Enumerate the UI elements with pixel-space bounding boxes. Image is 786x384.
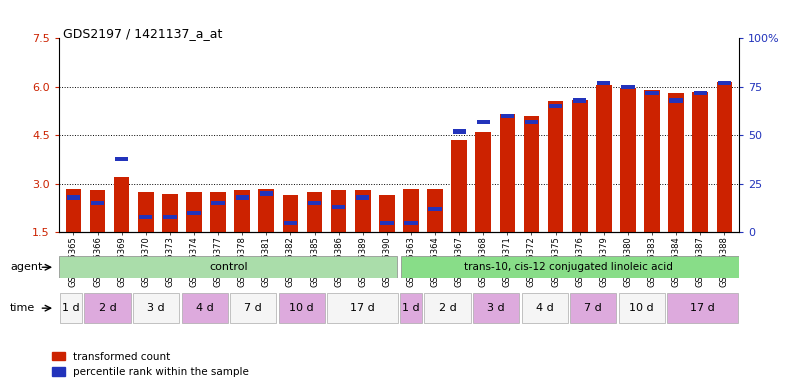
Bar [548, 101, 564, 232]
Bar [282, 195, 298, 232]
Bar [307, 192, 322, 232]
Bar [236, 195, 249, 200]
Bar [549, 104, 562, 108]
Bar [210, 192, 226, 232]
Bar [400, 293, 422, 323]
Text: 17 d: 17 d [350, 303, 375, 313]
Bar [597, 81, 611, 85]
Text: 3 d: 3 d [147, 303, 165, 313]
Bar [403, 189, 419, 232]
Text: 1 d: 1 d [62, 303, 80, 313]
Bar [572, 100, 588, 232]
Text: time: time [10, 303, 35, 313]
Text: 4 d: 4 d [536, 303, 553, 313]
Bar [139, 215, 152, 219]
Bar [284, 220, 297, 225]
Text: 3 d: 3 d [487, 303, 505, 313]
Bar [476, 132, 491, 232]
Text: 1 d: 1 d [402, 303, 420, 313]
Bar [355, 190, 370, 232]
Bar [90, 190, 105, 232]
Bar [211, 201, 225, 205]
Text: 2 d: 2 d [439, 303, 457, 313]
Bar [230, 293, 276, 323]
Bar [133, 293, 179, 323]
Bar [115, 157, 128, 161]
Bar [279, 293, 325, 323]
Bar [332, 205, 345, 209]
Bar [182, 293, 228, 323]
Text: GDS2197 / 1421137_a_at: GDS2197 / 1421137_a_at [63, 27, 222, 40]
Bar [476, 120, 490, 124]
Bar [523, 116, 539, 232]
Bar [522, 293, 567, 323]
Bar [327, 293, 398, 323]
Text: control: control [210, 262, 248, 272]
Bar [645, 91, 659, 95]
Bar [61, 293, 82, 323]
Text: 2 d: 2 d [98, 303, 116, 313]
Bar [380, 220, 394, 225]
Bar [424, 293, 471, 323]
Bar [573, 98, 586, 103]
Bar [473, 293, 519, 323]
Bar [428, 189, 443, 232]
Bar [500, 114, 516, 232]
Text: 4 d: 4 d [196, 303, 214, 313]
Bar [91, 201, 105, 205]
Text: agent: agent [10, 262, 42, 272]
Bar [234, 190, 250, 232]
Bar [670, 98, 683, 103]
Bar [717, 82, 733, 232]
Bar [525, 120, 538, 124]
Text: 7 d: 7 d [244, 303, 262, 313]
Text: 10 d: 10 d [630, 303, 654, 313]
Text: 10 d: 10 d [289, 303, 314, 313]
Bar [259, 189, 274, 232]
Bar [84, 293, 130, 323]
Bar [501, 114, 514, 118]
Bar [428, 207, 442, 211]
Bar [67, 195, 80, 200]
Bar [162, 194, 178, 232]
Bar [451, 140, 467, 232]
Bar [259, 192, 273, 195]
Bar [619, 293, 665, 323]
Text: 7 d: 7 d [584, 303, 602, 313]
Bar [404, 220, 417, 225]
Bar [186, 192, 202, 232]
Bar [667, 293, 737, 323]
Bar [187, 211, 200, 215]
Bar [620, 88, 636, 232]
Bar [453, 129, 466, 134]
Bar [693, 91, 707, 95]
Bar [308, 201, 321, 205]
Bar [114, 177, 130, 232]
Bar [596, 85, 612, 232]
Bar [570, 293, 616, 323]
Bar [718, 81, 731, 85]
Bar [668, 93, 684, 232]
Legend: transformed count, percentile rank within the sample: transformed count, percentile rank withi… [53, 352, 249, 377]
Text: trans-10, cis-12 conjugated linoleic acid: trans-10, cis-12 conjugated linoleic aci… [465, 262, 674, 272]
Bar [59, 256, 397, 278]
Bar [401, 256, 739, 278]
Bar [138, 192, 153, 232]
Bar [379, 195, 395, 232]
Bar [163, 215, 177, 219]
Bar [356, 195, 369, 200]
Bar [331, 190, 347, 232]
Bar [692, 92, 708, 232]
Text: 17 d: 17 d [690, 303, 714, 313]
Bar [621, 85, 634, 89]
Bar [65, 189, 81, 232]
Bar [645, 90, 660, 232]
